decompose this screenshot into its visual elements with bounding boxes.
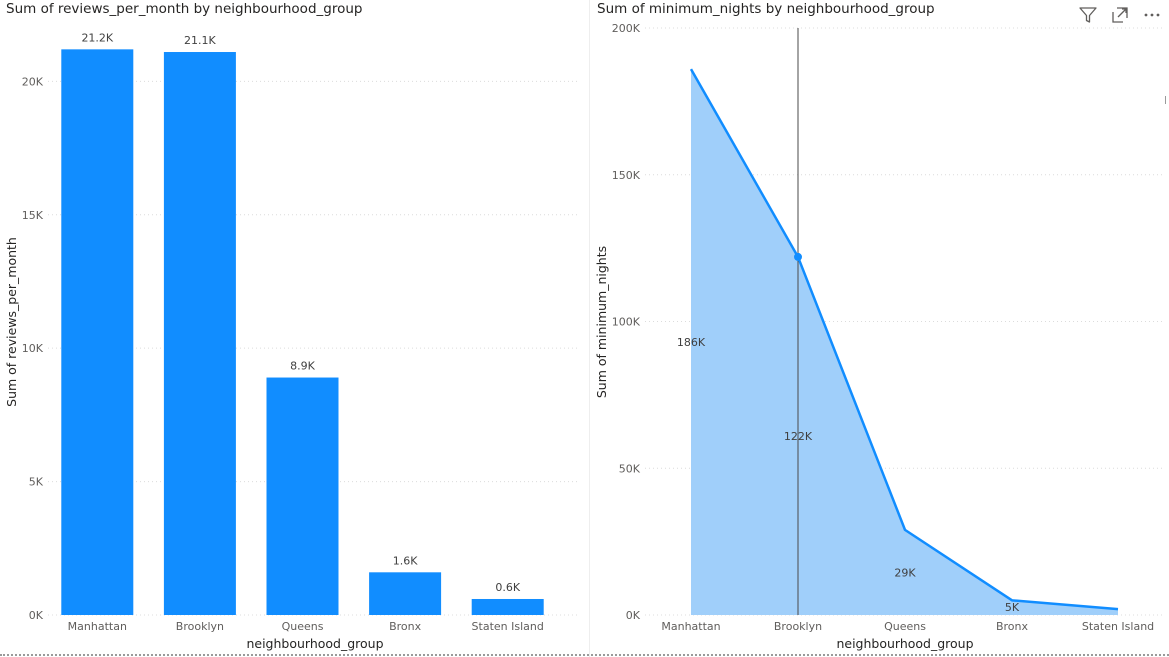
x-tick-label: Queens bbox=[884, 620, 926, 633]
data-label: 21.1K bbox=[184, 34, 216, 47]
page-bottom-border bbox=[0, 654, 1169, 656]
data-label: 21.2K bbox=[81, 31, 113, 44]
y-tick-label: 150K bbox=[612, 169, 641, 182]
x-tick-label: Brooklyn bbox=[176, 620, 224, 633]
y-tick-label: 10K bbox=[22, 342, 44, 355]
y-axis-title: Sum of minimum_nights bbox=[594, 246, 609, 398]
x-tick-label: Staten Island bbox=[472, 620, 544, 633]
more-options-icon[interactable] bbox=[1141, 4, 1163, 26]
data-label: 122K bbox=[784, 430, 813, 443]
x-axis-title: neighbourhood_group bbox=[246, 636, 383, 651]
x-axis-title: neighbourhood_group bbox=[836, 636, 973, 651]
series-line bbox=[689, 68, 1119, 611]
bar-brooklyn bbox=[163, 52, 236, 616]
focus-mode-icon[interactable] bbox=[1109, 4, 1131, 26]
data-label: 1.6K bbox=[393, 554, 418, 567]
filter-icon[interactable] bbox=[1077, 4, 1099, 26]
x-tick-label: Manhattan bbox=[661, 620, 720, 633]
y-tick-label: 20K bbox=[22, 75, 44, 88]
y-tick-label: 15K bbox=[22, 209, 44, 222]
data-label: 5K bbox=[1005, 601, 1020, 614]
y-tick-label: 0K bbox=[29, 609, 44, 622]
reviews-bar-chart-visual[interactable]: Sum of reviews_per_month by neighbourhoo… bbox=[0, 0, 588, 657]
bar-manhattan bbox=[61, 49, 134, 615]
reviews-bar-chart[interactable]: 0K 5K 10K 15K 20K 21.2K Manhattan 21.1K Brooklyn… bbox=[0, 0, 588, 657]
nights-chart-title: Sum of minimum_nights by neighbourhood_g… bbox=[597, 1, 935, 17]
x-tick-label: Staten Island bbox=[1082, 620, 1154, 633]
area-fill bbox=[691, 69, 1118, 616]
data-label: 8.9K bbox=[290, 360, 315, 373]
nights-area-chart[interactable]: 0K 50K 100K 150K 200K 186K Manhattan 122K Brookl… bbox=[592, 0, 1169, 657]
bar-bronx bbox=[369, 572, 442, 615]
nights-area-chart-visual[interactable]: Sum of minimum_nights by neighbourhood_g… bbox=[592, 0, 1169, 657]
y-tick-label: 0K bbox=[626, 609, 641, 622]
y-tick-label: 5K bbox=[29, 476, 44, 489]
y-axis-title: Sum of reviews_per_month bbox=[4, 237, 19, 407]
x-tick-label: Bronx bbox=[389, 620, 422, 633]
scroll-edge-mark bbox=[1165, 96, 1166, 104]
x-tick-label: Manhattan bbox=[68, 620, 127, 633]
x-tick-label: Queens bbox=[282, 620, 324, 633]
data-label: 186K bbox=[677, 336, 706, 349]
x-tick-label: Brooklyn bbox=[774, 620, 822, 633]
data-label: 0.6K bbox=[495, 581, 520, 594]
visual-divider bbox=[589, 0, 590, 657]
y-tick-label: 200K bbox=[612, 22, 641, 35]
bar-queens bbox=[266, 377, 339, 615]
visual-header-icons bbox=[1077, 4, 1163, 26]
data-label: 29K bbox=[894, 566, 916, 579]
x-tick-label: Bronx bbox=[996, 620, 1029, 633]
reviews-chart-title: Sum of reviews_per_month by neighbourhoo… bbox=[6, 1, 363, 17]
highlighted-point bbox=[794, 252, 802, 261]
bar-staten-island bbox=[471, 598, 544, 615]
y-tick-label: 100K bbox=[612, 316, 641, 329]
y-tick-label: 50K bbox=[619, 462, 641, 475]
